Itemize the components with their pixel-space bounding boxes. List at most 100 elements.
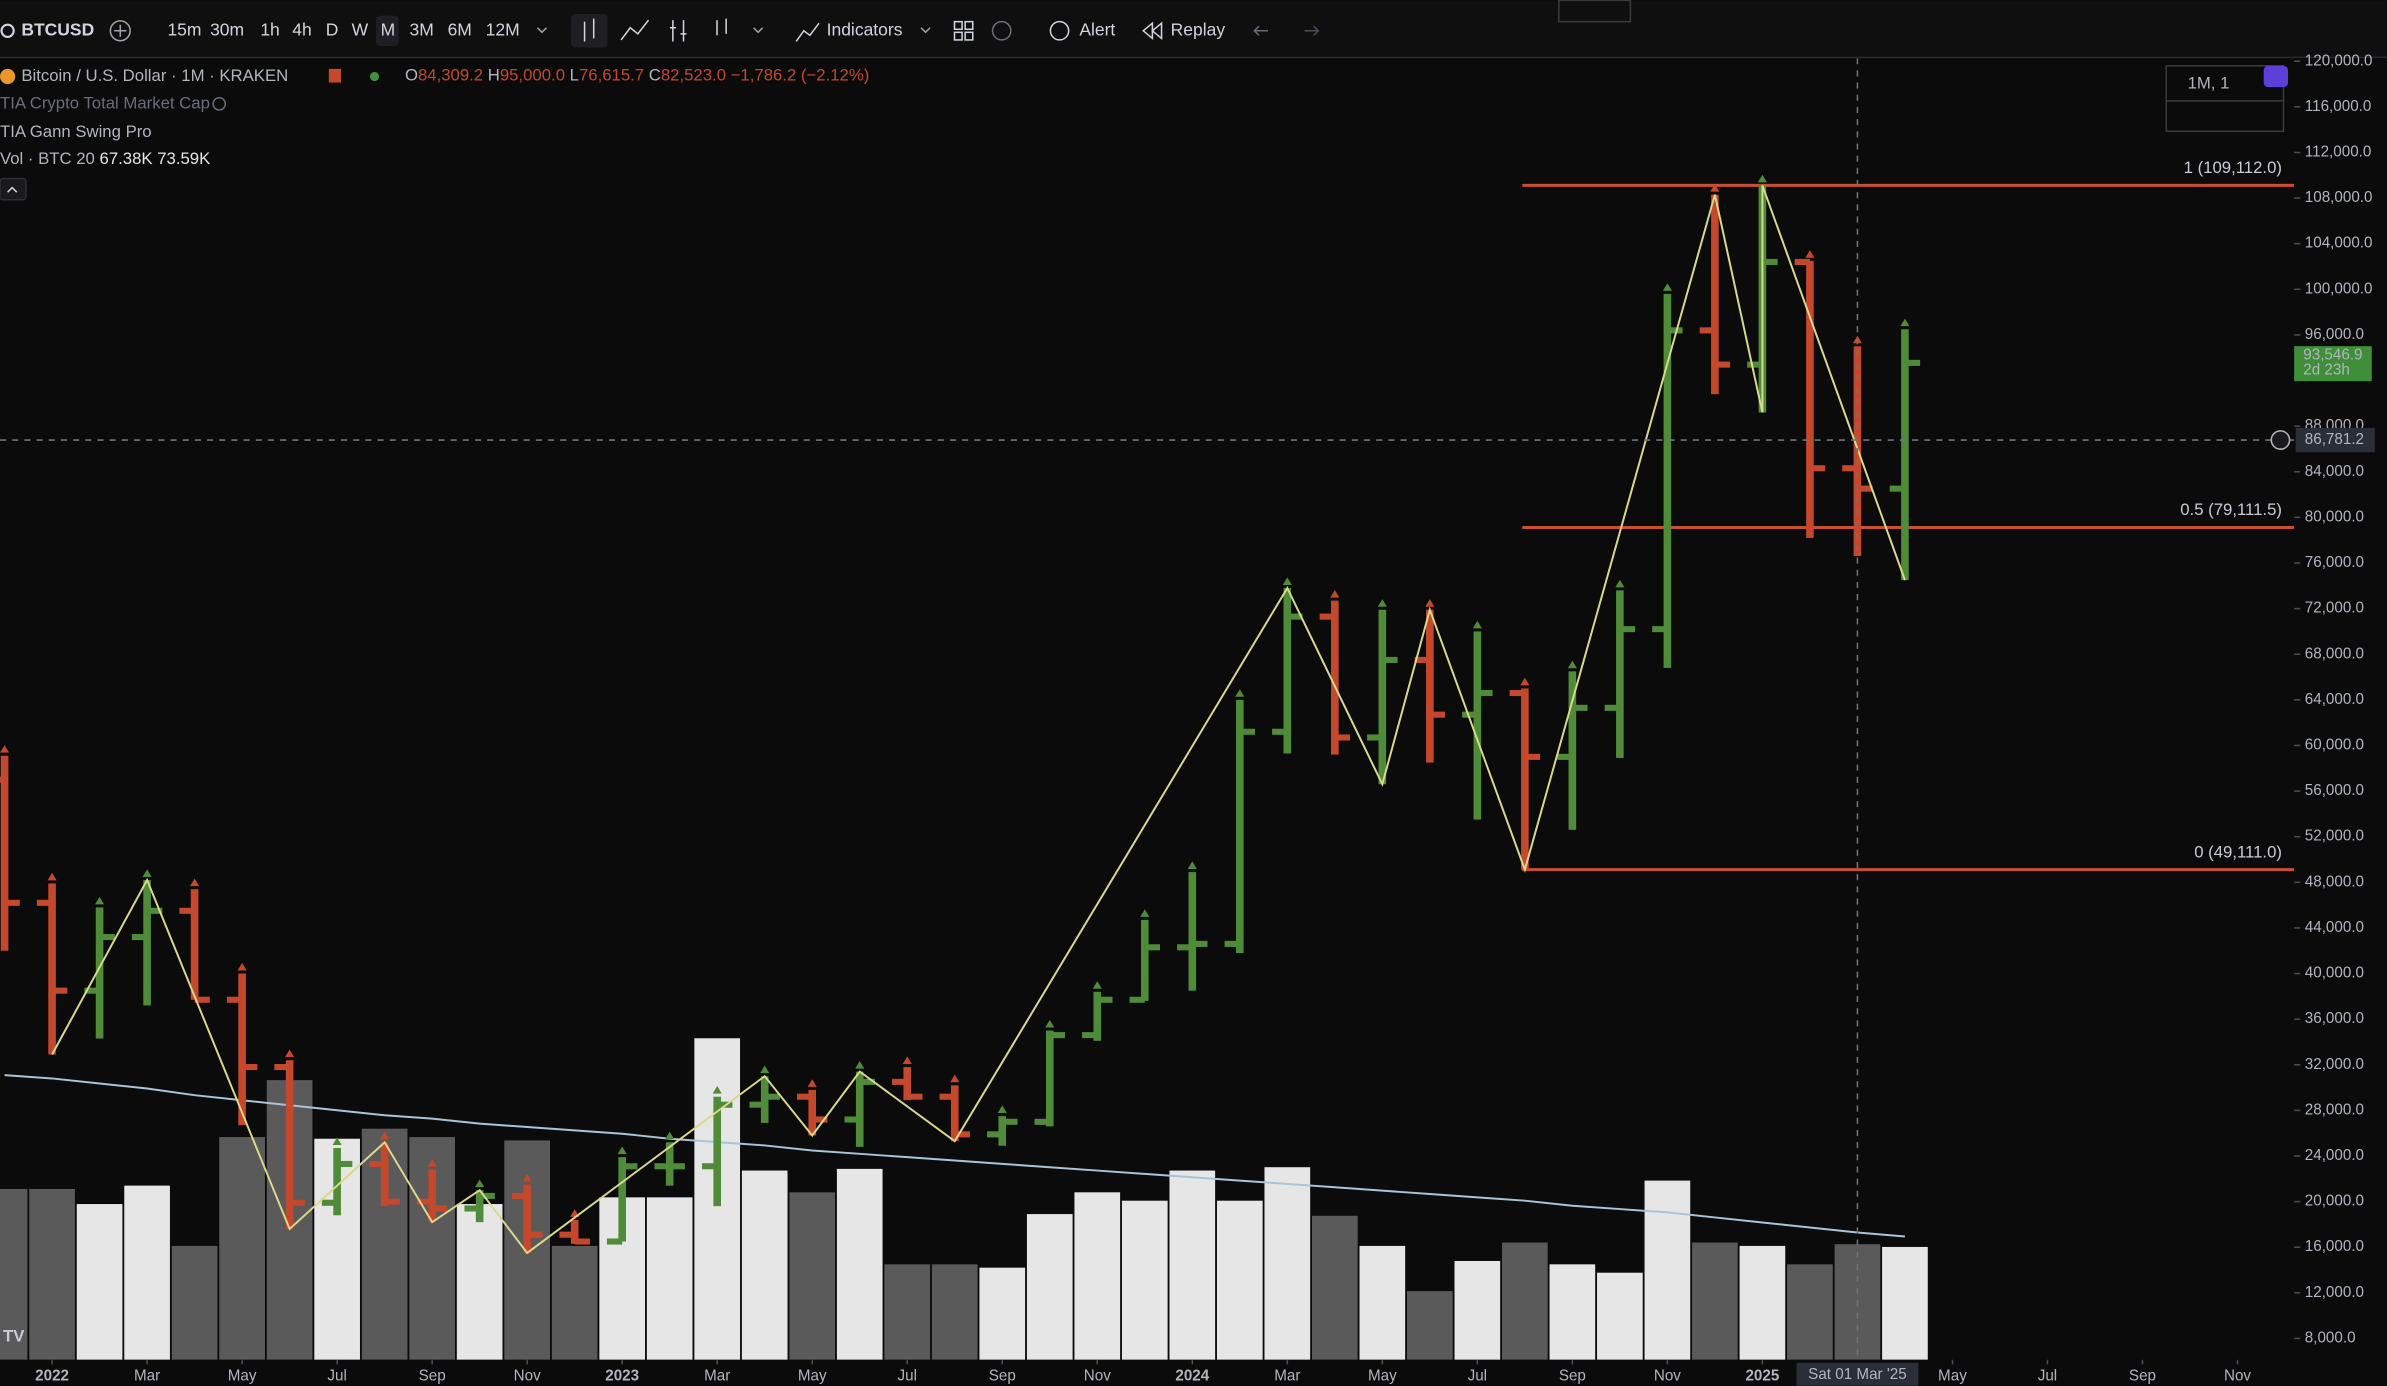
interval-button[interactable]: 4h xyxy=(292,19,311,39)
o-value: 84,309.2 xyxy=(418,66,483,85)
volume-ma-value: 73.59K xyxy=(157,150,210,169)
volume-bar xyxy=(124,1185,170,1360)
bar-range xyxy=(1473,631,1482,820)
interval-button[interactable]: 30m xyxy=(210,19,244,39)
crosshair-price-box xyxy=(2295,427,2375,453)
c-value: 82,523.0 xyxy=(661,66,726,85)
bar-range xyxy=(998,1116,1007,1146)
redo[interactable] xyxy=(1304,25,1320,36)
line-style-icon[interactable] xyxy=(620,19,650,41)
undo[interactable] xyxy=(1253,25,1269,36)
compare-icon[interactable] xyxy=(716,18,727,36)
volume-legend[interactable]: Vol · BTC 20 67.38K 73.59K xyxy=(0,150,210,169)
indicator-name[interactable]: TIA Crypto Total Market Cap xyxy=(0,93,210,112)
ohlc-bar xyxy=(987,1105,1018,1146)
bar-range xyxy=(760,1076,769,1123)
bar-range xyxy=(1806,260,1814,538)
ohlc-bar xyxy=(1319,589,1351,755)
high-marker xyxy=(1710,184,1720,192)
ohlc-bar xyxy=(559,1209,590,1245)
style-menu[interactable] xyxy=(753,27,764,34)
volume-bar xyxy=(0,1188,28,1360)
indicator-name[interactable]: TIA Gann Swing Pro xyxy=(0,122,152,141)
l-label: L xyxy=(570,66,579,85)
volume-bar xyxy=(219,1137,265,1360)
high-marker xyxy=(95,896,105,905)
ohlc-bar xyxy=(1699,184,1731,395)
ohlc-bar xyxy=(606,1146,638,1245)
bar-range xyxy=(95,907,104,1039)
interval-button[interactable]: 15m xyxy=(167,19,201,39)
x-tick-label: May xyxy=(1938,1368,1967,1385)
interval-button[interactable]: 12M xyxy=(486,19,520,39)
bar-range xyxy=(190,889,199,1000)
volume-bar xyxy=(1502,1242,1548,1360)
flag[interactable] xyxy=(328,68,341,83)
interval-group: 15m 30m 1h 4h D W M 3M 6M 12M xyxy=(167,15,520,47)
ohlc-bar xyxy=(1177,861,1208,991)
high-marker xyxy=(1520,677,1530,686)
volume-bar xyxy=(1692,1242,1738,1360)
indicators-icon xyxy=(795,22,820,42)
y-tick-label: 12,000.0 xyxy=(2305,1284,2364,1301)
y-tick-label: 96,000.0 xyxy=(2305,326,2364,343)
indicators-menu[interactable] xyxy=(920,27,931,34)
high-marker xyxy=(475,1179,485,1188)
volume-bar xyxy=(1264,1167,1311,1360)
interval-button[interactable]: 1h xyxy=(260,19,279,39)
bar-range xyxy=(0,755,9,951)
volume-bar xyxy=(789,1192,836,1360)
symbol[interactable]: BTCUSD xyxy=(21,19,94,39)
symbol-title: Bitcoin / U.S. Dollar · 1M · KRAKEN xyxy=(21,66,288,85)
x-tick-label: Mar xyxy=(1274,1368,1300,1385)
top-box[interactable] xyxy=(1558,0,1632,23)
interval-button[interactable]: 6M xyxy=(448,19,472,39)
bar-countdown: 2d 23h xyxy=(2303,362,2350,379)
y-tick-label: 108,000.0 xyxy=(2305,189,2373,206)
interval-button[interactable]: M xyxy=(381,19,396,39)
candle-icon[interactable] xyxy=(669,20,687,42)
ohlc-bar xyxy=(1272,577,1303,754)
ohlc-bar xyxy=(0,745,20,951)
gann-swing-line xyxy=(51,185,1906,1255)
bar-range xyxy=(48,883,56,1055)
ohlc-bar xyxy=(369,1131,400,1207)
x-tick-label: Sep xyxy=(989,1368,1016,1385)
volume-bar xyxy=(1597,1272,1643,1360)
y-tick-label: 64,000.0 xyxy=(2305,691,2364,708)
x-tick-label: 2023 xyxy=(605,1368,639,1385)
interval-button[interactable]: 3M xyxy=(410,19,434,39)
sync-icon[interactable] xyxy=(991,20,1012,41)
x-tick-label: Jul xyxy=(327,1368,346,1385)
x-tick-label: May xyxy=(228,1368,257,1385)
replay-button[interactable]: Replay xyxy=(1171,19,1226,39)
plot: 1 (109,112.0) 0.5 (79,111.5) 0 (49,111.0) xyxy=(0,58,2295,1360)
crosshair-date-box xyxy=(1796,1362,1919,1386)
crosshair-plus[interactable] xyxy=(2270,430,2291,450)
interval-menu[interactable] xyxy=(536,27,548,34)
badge-icon[interactable] xyxy=(2263,65,2289,88)
y-tick-label: 116,000.0 xyxy=(2305,98,2372,115)
volume-bar xyxy=(1026,1214,1073,1360)
ohlc-bar xyxy=(464,1179,495,1223)
y-tick-label: 44,000.0 xyxy=(2305,919,2364,936)
x-tick-label: Jul xyxy=(2038,1368,2057,1385)
ohlc-bar xyxy=(892,1056,923,1101)
bar-style-active[interactable] xyxy=(570,14,608,48)
search-icon[interactable] xyxy=(0,23,15,38)
interval-button[interactable]: W xyxy=(352,19,369,39)
volume-bar xyxy=(1644,1180,1691,1360)
interval-button[interactable]: D xyxy=(326,19,339,39)
volume-bar xyxy=(1739,1245,1786,1360)
indicators-button[interactable]: Indicators xyxy=(827,19,903,39)
fib-label: 1 (109,112.0) xyxy=(2184,158,2282,177)
layout-icon[interactable] xyxy=(953,20,974,41)
alert-button[interactable]: Alert xyxy=(1079,19,1115,39)
add-symbol[interactable] xyxy=(109,20,131,42)
volume-bar xyxy=(1454,1260,1501,1360)
hidden-icon[interactable] xyxy=(212,97,227,111)
volume-bar xyxy=(884,1264,931,1360)
o-label: O xyxy=(405,66,418,85)
high-marker xyxy=(1045,1019,1055,1028)
high-marker xyxy=(665,1131,675,1140)
